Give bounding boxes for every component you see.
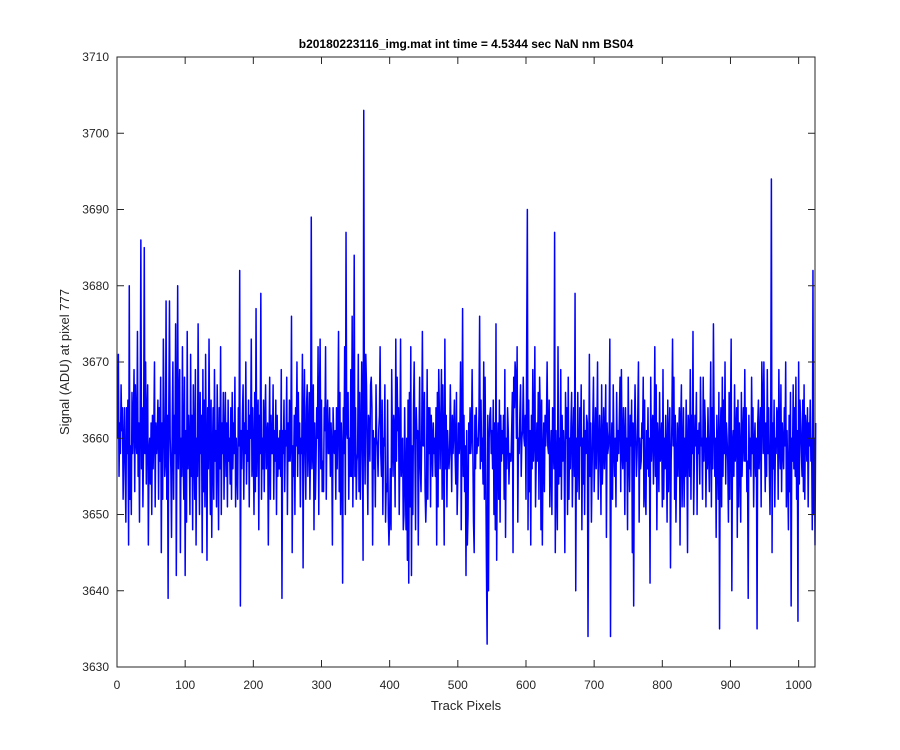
y-tick-label: 3640	[82, 584, 109, 598]
series-line-0	[116, 109, 817, 645]
x-tick-label: 0	[114, 678, 121, 692]
x-tick-label: 300	[311, 678, 331, 692]
x-tick-label: 500	[448, 678, 468, 692]
x-tick-label: 800	[652, 678, 672, 692]
y-tick-label: 3690	[82, 203, 109, 217]
y-tick-label: 3650	[82, 508, 109, 522]
y-tick-label: 3700	[82, 126, 109, 140]
x-tick-label: 600	[516, 678, 536, 692]
x-tick-label: 900	[720, 678, 740, 692]
series-layer	[116, 109, 817, 645]
y-tick-label: 3660	[82, 431, 109, 445]
y-tick-label: 3710	[82, 50, 109, 64]
x-axis-label: Track Pixels	[431, 698, 502, 713]
x-tick-label: 100	[175, 678, 195, 692]
y-tick-label: 3680	[82, 279, 109, 293]
x-tick-label: 700	[584, 678, 604, 692]
y-tick-label: 3630	[82, 660, 109, 674]
x-axis: 0 100 200 300 400 500 600 700 800 900 1000	[114, 57, 812, 692]
y-tick-label: 3670	[82, 355, 109, 369]
x-tick-label: 1000	[785, 678, 812, 692]
chart-title: b20180223116_img.mat int time = 4.5344 s…	[299, 37, 634, 51]
x-tick-label: 400	[380, 678, 400, 692]
y-axis: 3630 3640 3650 3660 3670 3680 3690 3700 3710	[82, 50, 815, 674]
y-axis-label: Signal (ADU) at pixel 777	[57, 289, 72, 435]
x-tick-label: 200	[243, 678, 263, 692]
